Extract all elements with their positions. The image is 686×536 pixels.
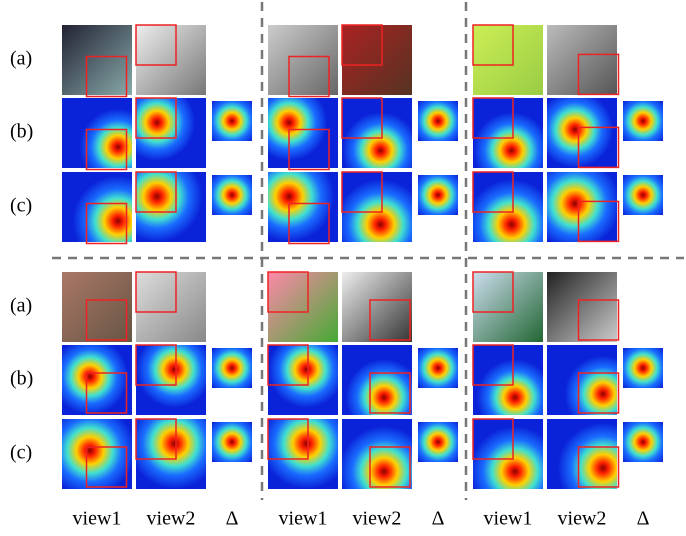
delta-map [623,422,663,462]
image [136,272,206,342]
delta-map [212,422,252,462]
delta-map [212,175,252,215]
column-label: view2 [558,508,607,530]
heatmap [473,172,543,242]
column-label: view2 [353,508,402,530]
heatmap [342,98,412,168]
heatmap [547,172,617,242]
heatmap [268,172,338,242]
heatmap [136,419,206,489]
column-label: Δ [432,508,445,530]
row-label: (c) [10,442,32,464]
row-label: (b) [10,368,33,390]
heatmap [268,98,338,168]
heatmap [268,345,338,415]
heatmap [342,419,412,489]
image [342,25,412,95]
delta-map [418,175,458,215]
column-label: Δ [226,508,239,530]
heatmap [473,345,543,415]
delta-map [623,175,663,215]
image [473,25,543,95]
column-label: view1 [279,508,328,530]
row-label: (b) [10,121,33,143]
heatmap [62,172,132,242]
column-label: view1 [484,508,533,530]
image [547,272,617,342]
image [342,272,412,342]
heatmap [473,419,543,489]
delta-map [623,348,663,388]
heatmap [547,419,617,489]
heatmap [473,98,543,168]
delta-map [418,422,458,462]
image [62,25,132,95]
delta-map [623,101,663,141]
delta-map [212,101,252,141]
delta-map [418,348,458,388]
delta-map [418,101,458,141]
row-label: (a) [10,295,32,317]
heatmap [547,345,617,415]
heatmap [342,345,412,415]
heatmap [136,98,206,168]
delta-map [212,348,252,388]
heatmap [547,98,617,168]
image [62,272,132,342]
heatmap [136,172,206,242]
column-label: view2 [147,508,196,530]
image [136,25,206,95]
image [268,25,338,95]
column-label: view1 [73,508,122,530]
heatmap [62,419,132,489]
heatmap [62,98,132,168]
heatmap [62,345,132,415]
image [268,272,338,342]
heatmap [268,419,338,489]
heatmap [342,172,412,242]
image [547,25,617,95]
column-label: Δ [637,508,650,530]
row-label: (c) [10,195,32,217]
figure: (a) (b) (c) (a) (b) (c) view1 view2 Δview1 view2 Δ… [0,0,686,536]
image [473,272,543,342]
row-label: (a) [10,48,32,70]
heatmap [136,345,206,415]
